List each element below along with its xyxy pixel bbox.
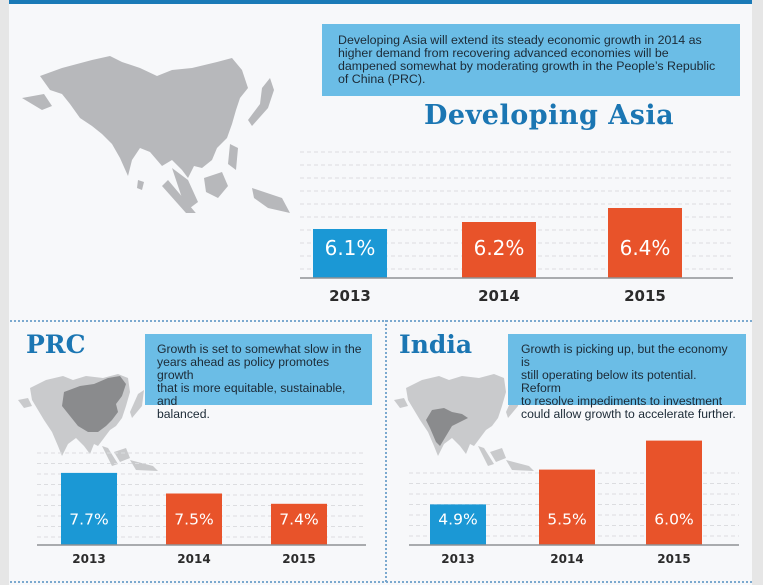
info-line: could allow growth to accelerate further… [521, 407, 736, 421]
info-line: higher demand from recovering advanced e… [338, 46, 669, 60]
india-value-label-2014: 5.5% [547, 510, 586, 528]
frame-right-border [752, 0, 763, 585]
info-line: of China (PRC). [338, 72, 426, 86]
info-line: Developing Asia will extend its steady e… [338, 33, 702, 47]
india-info-box: Growth is picking up, but the economy is… [508, 334, 746, 421]
prc-year-label-2013: 2013 [72, 552, 105, 566]
prc-highlight [62, 376, 126, 432]
india-bar-2015 [646, 440, 702, 545]
top-accent-bar [9, 0, 752, 4]
info-line: dampened somewhat by moderating growth i… [338, 59, 716, 73]
india-highlight [426, 408, 468, 446]
map-indochina [172, 168, 198, 208]
india-year-label-2013: 2013 [441, 552, 474, 566]
india-bar-2014 [539, 469, 595, 545]
map-arabia [22, 94, 52, 110]
developing-asia-year-label-2015: 2015 [624, 287, 666, 305]
developing-asia-value-label-2013: 6.1% [325, 236, 376, 260]
india-year-label-2014: 2014 [550, 552, 583, 566]
developing-asia-info-box: Developing Asia will extend its steady e… [322, 24, 740, 96]
map-srilanka [137, 180, 144, 190]
india-value-label-2015: 6.0% [654, 510, 693, 528]
prc-value-label-2014: 7.5% [174, 510, 213, 528]
india-map [394, 374, 534, 471]
india-year-label-2015: 2015 [657, 552, 690, 566]
section-divider-top [10, 320, 752, 322]
developing-asia-bar-2015 [608, 208, 682, 278]
india-title: India [399, 330, 473, 359]
developing-asia-bar-2014 [462, 222, 536, 278]
developing-asia-bar-2013 [313, 229, 387, 278]
prc-map [18, 374, 158, 471]
developing-asia-value-label-2014: 6.2% [474, 236, 525, 260]
india-bar-2013 [430, 504, 486, 545]
section-divider-bottom [10, 581, 752, 583]
info-line: that is more equitable, sustainable, and [157, 381, 346, 408]
map-landmass-main [40, 56, 248, 178]
info-line: still operating below its potential. Ref… [521, 368, 697, 395]
prc-bar-2015 [271, 503, 327, 545]
info-line: balanced. [157, 407, 210, 421]
section-divider-middle [385, 320, 387, 582]
developing-asia-year-label-2013: 2013 [329, 287, 371, 305]
prc-year-label-2015: 2015 [282, 552, 315, 566]
map-philippines [228, 144, 238, 170]
map-newguinea [252, 188, 290, 213]
prc-bar-2014 [166, 493, 222, 545]
info-line: to resolve impediments to investment [521, 394, 723, 408]
prc-value-label-2013: 7.7% [69, 510, 108, 528]
prc-bar-2013 [61, 472, 117, 545]
developing-asia-title: Developing Asia [424, 100, 675, 131]
developing-asia-value-label-2015: 6.4% [620, 236, 671, 260]
developing-asia-year-label-2014: 2014 [478, 287, 520, 305]
map-japan [248, 78, 274, 126]
prc-title: PRC [26, 330, 86, 359]
map-borneo [204, 172, 228, 198]
frame-left-border [0, 0, 9, 585]
prc-info-box: Growth is set to somewhat slow in the ye… [145, 334, 372, 421]
asia-map [22, 56, 290, 213]
info-line: Growth is set to somewhat slow in the [157, 342, 362, 356]
prc-year-label-2014: 2014 [177, 552, 210, 566]
info-line: years ahead as policy promotes growth [157, 355, 330, 382]
prc-value-label-2015: 7.4% [279, 510, 318, 528]
info-line: Growth is picking up, but the economy is [521, 342, 728, 369]
map-sumatra [162, 180, 196, 213]
india-value-label-2013: 4.9% [438, 510, 477, 528]
